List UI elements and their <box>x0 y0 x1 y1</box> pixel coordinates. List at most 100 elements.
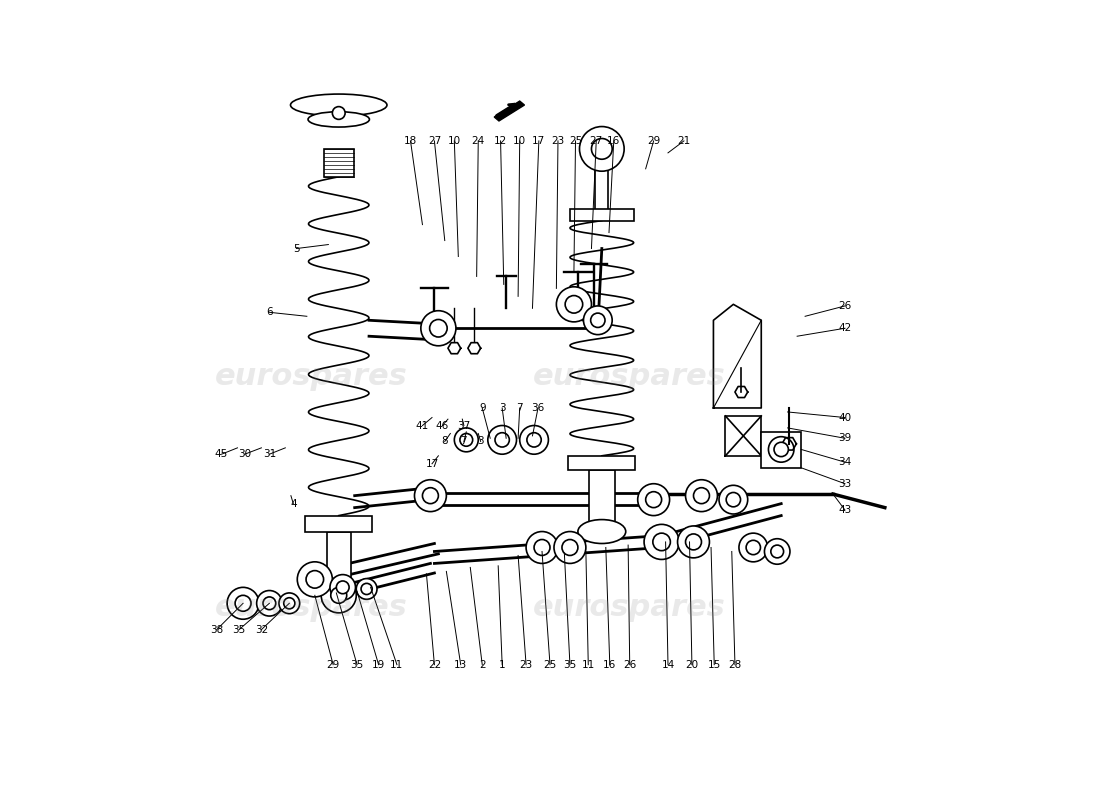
Bar <box>323 149 354 177</box>
Circle shape <box>256 590 282 616</box>
Circle shape <box>591 313 605 327</box>
Text: 35: 35 <box>563 660 576 670</box>
Text: 10: 10 <box>448 136 461 146</box>
Text: eurospares: eurospares <box>214 362 407 390</box>
Text: 29: 29 <box>647 136 660 146</box>
Bar <box>306 515 372 531</box>
Circle shape <box>769 437 794 462</box>
Text: 17: 17 <box>426 458 439 469</box>
Bar <box>761 432 801 468</box>
Text: 17: 17 <box>532 136 546 146</box>
Polygon shape <box>735 386 748 398</box>
Circle shape <box>726 493 740 507</box>
Text: 23: 23 <box>519 660 532 670</box>
Circle shape <box>526 531 558 563</box>
Text: 11: 11 <box>390 660 404 670</box>
Polygon shape <box>494 101 525 121</box>
Text: eurospares: eurospares <box>534 593 726 622</box>
Text: 40: 40 <box>838 413 851 422</box>
Bar <box>569 456 636 470</box>
Circle shape <box>263 597 276 610</box>
Circle shape <box>557 286 592 322</box>
Text: 4: 4 <box>290 498 297 509</box>
Text: 34: 34 <box>838 457 851 467</box>
Circle shape <box>678 526 710 558</box>
Text: 11: 11 <box>582 660 595 670</box>
Polygon shape <box>782 438 796 450</box>
Circle shape <box>235 595 251 611</box>
Circle shape <box>565 295 583 313</box>
Text: 46: 46 <box>436 421 449 430</box>
Polygon shape <box>448 342 461 354</box>
Circle shape <box>592 138 613 159</box>
Text: 10: 10 <box>513 136 526 146</box>
Circle shape <box>739 533 768 562</box>
Ellipse shape <box>578 519 626 543</box>
Circle shape <box>361 583 372 594</box>
Text: 28: 28 <box>728 660 741 670</box>
Circle shape <box>583 306 613 334</box>
Circle shape <box>321 578 356 613</box>
Circle shape <box>764 538 790 564</box>
Text: 14: 14 <box>661 660 674 670</box>
Bar <box>327 531 351 587</box>
Text: 31: 31 <box>263 450 276 459</box>
Circle shape <box>306 570 323 588</box>
Text: 16: 16 <box>603 660 616 670</box>
Circle shape <box>519 426 549 454</box>
Polygon shape <box>468 342 481 354</box>
Text: 3: 3 <box>499 403 506 413</box>
Circle shape <box>771 545 783 558</box>
Text: 13: 13 <box>454 660 467 670</box>
Text: 30: 30 <box>238 450 251 459</box>
Circle shape <box>227 587 258 619</box>
Circle shape <box>331 587 346 603</box>
Text: 29: 29 <box>327 660 340 670</box>
Circle shape <box>685 534 702 550</box>
Text: 45: 45 <box>214 450 228 459</box>
Circle shape <box>652 533 670 550</box>
Text: 12: 12 <box>494 136 507 146</box>
Text: 19: 19 <box>372 660 385 670</box>
Circle shape <box>535 539 550 555</box>
Circle shape <box>774 442 789 457</box>
Circle shape <box>685 480 717 512</box>
Circle shape <box>746 540 760 554</box>
Text: 32: 32 <box>255 625 268 634</box>
Text: 43: 43 <box>838 505 851 515</box>
Circle shape <box>337 581 349 594</box>
Circle shape <box>495 433 509 447</box>
Circle shape <box>580 126 624 171</box>
Circle shape <box>527 433 541 447</box>
Text: 22: 22 <box>428 660 441 670</box>
Circle shape <box>332 106 345 119</box>
Bar <box>570 209 634 221</box>
Circle shape <box>330 574 355 600</box>
Text: 25: 25 <box>543 660 557 670</box>
Circle shape <box>719 486 748 514</box>
Text: 8: 8 <box>441 437 448 446</box>
Text: 26: 26 <box>838 301 851 311</box>
Text: 35: 35 <box>351 660 364 670</box>
Circle shape <box>487 426 517 454</box>
Text: 25: 25 <box>569 136 582 146</box>
Text: eurospares: eurospares <box>214 593 407 622</box>
Ellipse shape <box>290 94 387 116</box>
Text: 20: 20 <box>685 660 698 670</box>
Text: 2: 2 <box>478 660 485 670</box>
Circle shape <box>297 562 332 597</box>
Ellipse shape <box>308 112 370 127</box>
Text: 38: 38 <box>210 625 223 634</box>
Text: 9: 9 <box>478 403 485 413</box>
Text: 18: 18 <box>404 136 417 146</box>
Circle shape <box>645 524 679 559</box>
Text: 6: 6 <box>266 307 273 318</box>
Text: 1: 1 <box>499 660 506 670</box>
Text: 27: 27 <box>428 136 441 146</box>
Circle shape <box>279 593 299 614</box>
Text: 5: 5 <box>294 243 300 254</box>
Circle shape <box>554 531 586 563</box>
Text: 7: 7 <box>461 437 468 446</box>
Text: eurospares: eurospares <box>534 362 726 390</box>
Text: 42: 42 <box>838 323 851 334</box>
